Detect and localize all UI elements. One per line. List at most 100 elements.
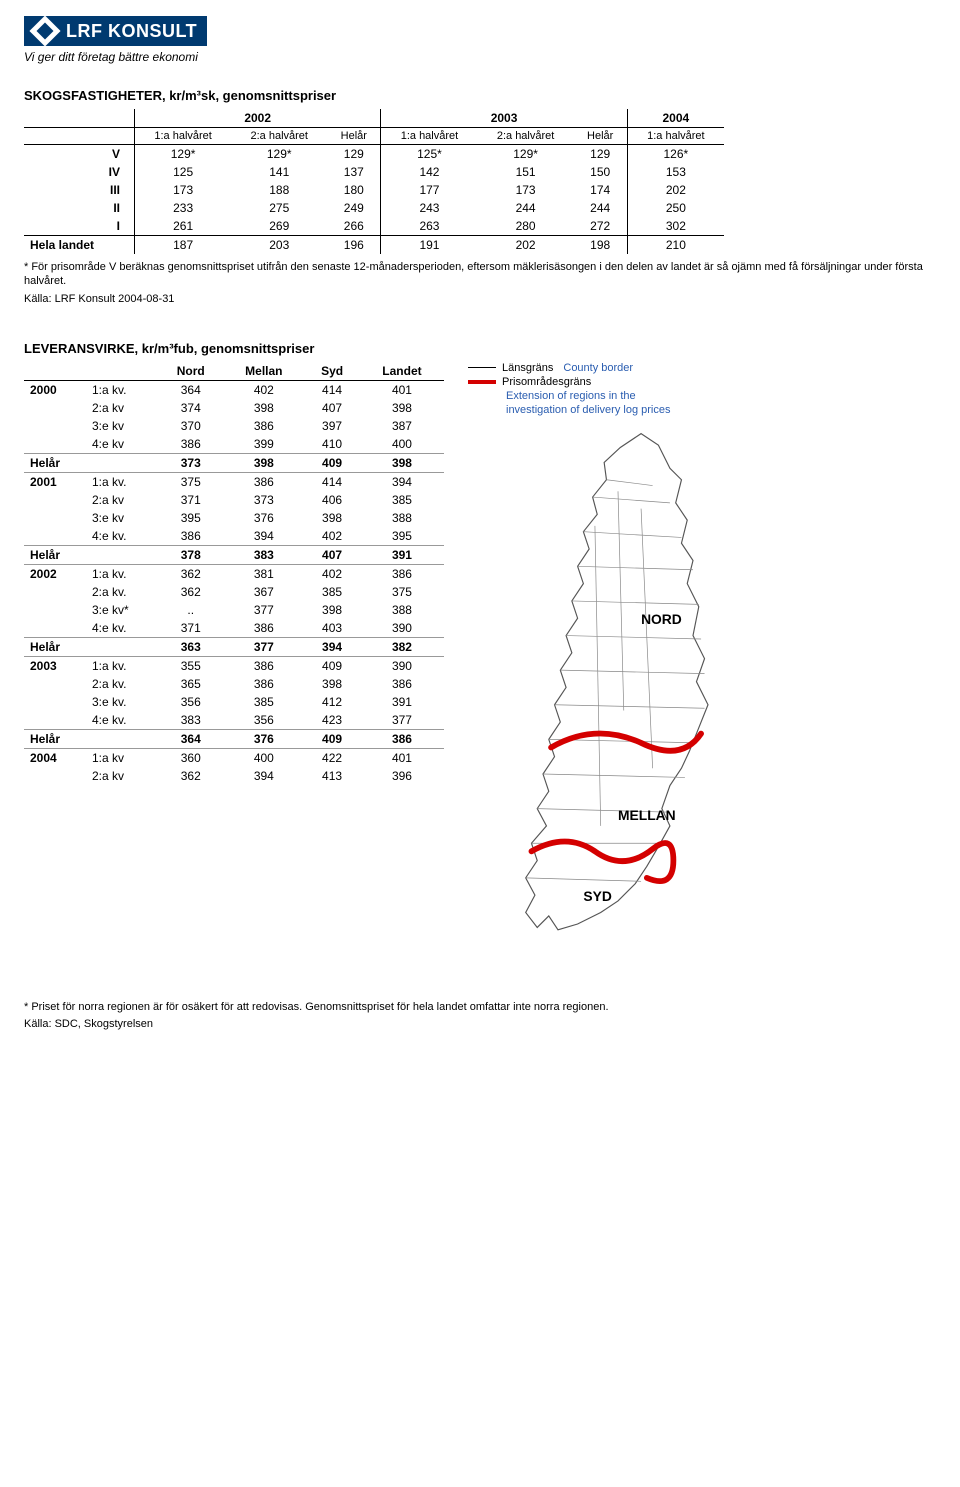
- table2-row: 3:e kv.356385412391: [24, 693, 444, 711]
- table2-cell: 363: [158, 637, 223, 656]
- table2-row: 2:a kv.362367385375: [24, 583, 444, 601]
- sweden-outline: [526, 433, 708, 929]
- table2-quarter-label: 2:a kv: [86, 767, 158, 785]
- table1-row-label: V: [24, 145, 135, 164]
- table2-cell: 409: [304, 656, 360, 675]
- table2-helar-label: Helår: [24, 545, 86, 564]
- table2-cell: 399: [223, 435, 304, 454]
- table1-footnote: * För prisområde V beräknas genomsnittsp…: [24, 260, 936, 289]
- table2-cell: 367: [223, 583, 304, 601]
- map-label-syd: SYD: [583, 888, 611, 904]
- table1-row: III173188180177173174202: [24, 181, 724, 199]
- table2-cell: 373: [223, 491, 304, 509]
- table1-cell: 153: [627, 163, 724, 181]
- table2-cell: 403: [304, 619, 360, 638]
- table2-row: 2:a kv.365386398386: [24, 675, 444, 693]
- table2-cell: 397: [304, 417, 360, 435]
- table2-cell: 401: [360, 748, 444, 767]
- table2-row: 4:e kv.386394402395: [24, 527, 444, 546]
- table2-quarter-label: 3:e kv.: [86, 693, 158, 711]
- table2-row: 4:e kv.383356423377: [24, 711, 444, 730]
- table1-cell: 275: [231, 199, 327, 217]
- table1-cell: 198: [574, 236, 628, 255]
- table1-cell: 142: [381, 163, 478, 181]
- table2-cell: 356: [158, 693, 223, 711]
- table1-cell: 150: [574, 163, 628, 181]
- table2-year-label: [24, 601, 86, 619]
- table1-cell: 173: [135, 181, 232, 199]
- table2-row: 2:a kv374398407398: [24, 399, 444, 417]
- table1-cell: 269: [231, 217, 327, 236]
- table2-year-label: 2004: [24, 748, 86, 767]
- table2-quarter-label: 2:a kv.: [86, 583, 158, 601]
- table1-cell: 137: [327, 163, 381, 181]
- table1-subheader: 2:a halvåret: [478, 128, 574, 145]
- table2-year-label: [24, 399, 86, 417]
- table2-cell: 386: [223, 619, 304, 638]
- table2-cell: 385: [360, 491, 444, 509]
- table1-cell: 261: [135, 217, 232, 236]
- table2-quarter-label: 3:e kv*: [86, 601, 158, 619]
- table2-cell: 386: [223, 675, 304, 693]
- table1-cell: 249: [327, 199, 381, 217]
- table1-cell: 188: [231, 181, 327, 199]
- table2-col-header: Landet: [360, 362, 444, 381]
- table2-cell: 395: [158, 509, 223, 527]
- legend-ext2: investigation of delivery log prices: [506, 404, 670, 416]
- table2-row: 20021:a kv.362381402386: [24, 564, 444, 583]
- table1-cell: 202: [478, 236, 574, 255]
- table2-cell: 374: [158, 399, 223, 417]
- table1-cell: 180: [327, 181, 381, 199]
- table1-cell: 129*: [135, 145, 232, 164]
- table2-cell: 382: [360, 637, 444, 656]
- legend-ext1: Extension of regions in the: [506, 390, 636, 402]
- table2-cell: 394: [360, 472, 444, 491]
- table2-cell: 390: [360, 619, 444, 638]
- table1-source: Källa: LRF Konsult 2004-08-31: [24, 293, 936, 305]
- table2-helar-label: Helår: [24, 637, 86, 656]
- sweden-map: NORD MELLAN SYD: [468, 422, 768, 976]
- table2-cell: 398: [360, 453, 444, 472]
- table2-title: LEVERANSVIRKE, kr/m³fub, genomsnittspris…: [24, 341, 936, 356]
- table2-cell: 396: [360, 767, 444, 785]
- table2-cell: 413: [304, 767, 360, 785]
- table2-row: 20011:a kv.375386414394: [24, 472, 444, 491]
- table1-subheader: Helår: [574, 128, 628, 145]
- table2-cell: 386: [158, 435, 223, 454]
- table2-year-label: [24, 435, 86, 454]
- table2-row: 3:e kv370386397387: [24, 417, 444, 435]
- table2-year-label: [24, 509, 86, 527]
- table1-cell: 280: [478, 217, 574, 236]
- table1-cell: 196: [327, 236, 381, 255]
- table2-cell: 386: [360, 675, 444, 693]
- table2-quarter-label: 1:a kv.: [86, 656, 158, 675]
- table1-cell: 126*: [627, 145, 724, 164]
- table1-row: II233275249243244244250: [24, 199, 724, 217]
- table1-year-header: 2003: [381, 109, 627, 128]
- table2-quarter-label: 4:e kv.: [86, 711, 158, 730]
- table2-cell: 395: [360, 527, 444, 546]
- table2-footnote: * Priset för norra regionen är för osäke…: [24, 1000, 936, 1014]
- table2-cell: 407: [304, 545, 360, 564]
- table2-quarter-label: 4:e kv: [86, 435, 158, 454]
- table1-cell: 151: [478, 163, 574, 181]
- table1-cell: 173: [478, 181, 574, 199]
- brand-logo-text: LRF KONSULT: [66, 21, 197, 42]
- table1-year-header: 2002: [135, 109, 381, 128]
- table1-row-label: I: [24, 217, 135, 236]
- table2-helar-row: Helår373398409398: [24, 453, 444, 472]
- table1-cell: 243: [381, 199, 478, 217]
- table2-helar-label: Helår: [24, 453, 86, 472]
- table2-cell: 362: [158, 564, 223, 583]
- table2-cell: 414: [304, 472, 360, 491]
- table1-row-label: IV: [24, 163, 135, 181]
- table2-cell: 394: [304, 637, 360, 656]
- table2-cell: 386: [223, 472, 304, 491]
- table2-year-label: [24, 583, 86, 601]
- table2-cell: 385: [304, 583, 360, 601]
- table1-year-header: 2004: [627, 109, 724, 128]
- table2-row: 3:e kv395376398388: [24, 509, 444, 527]
- table2-year-label: [24, 711, 86, 730]
- table2-year-label: 2002: [24, 564, 86, 583]
- table1-cell: 244: [574, 199, 628, 217]
